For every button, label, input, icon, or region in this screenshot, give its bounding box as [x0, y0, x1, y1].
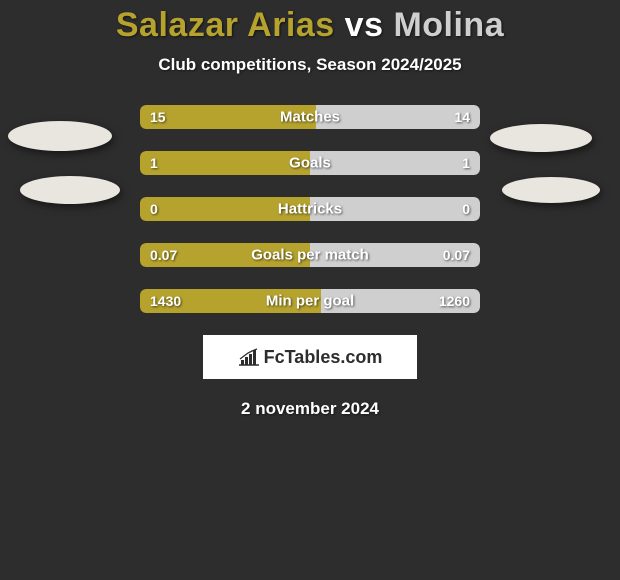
infographic-container: Salazar Arias vs Molina Club competition…: [0, 0, 620, 580]
vs-text: vs: [345, 6, 384, 44]
stat-label: Goals: [289, 155, 331, 172]
stat-row: 1 1 Goals: [140, 151, 480, 175]
stat-value-a: 0: [150, 201, 158, 217]
stat-value-b: 1: [462, 155, 470, 171]
player-a-name: Salazar Arias: [116, 6, 335, 44]
fctables-text: FcTables.com: [264, 347, 383, 368]
fctables-badge[interactable]: FcTables.com: [203, 335, 417, 379]
bar-left: [140, 151, 310, 175]
stat-row: 1430 1260 Min per goal: [140, 289, 480, 313]
stat-value-b: 14: [454, 109, 470, 125]
subtitle: Club competitions, Season 2024/2025: [0, 55, 620, 75]
fctables-label: FcTables.com: [238, 347, 383, 368]
bar-chart-icon: [238, 348, 260, 366]
team-logo-a: [20, 176, 120, 204]
stat-value-b: 1260: [439, 293, 470, 309]
player-b-name: Molina: [393, 6, 504, 44]
stat-value-a: 15: [150, 109, 166, 125]
stat-row: 0.07 0.07 Goals per match: [140, 243, 480, 267]
stat-row: 15 14 Matches: [140, 105, 480, 129]
team-logo-b: [490, 124, 592, 152]
stat-value-b: 0: [462, 201, 470, 217]
stat-label: Min per goal: [266, 293, 354, 310]
stat-value-b: 0.07: [443, 247, 470, 263]
stat-value-a: 0.07: [150, 247, 177, 263]
page-title: Salazar Arias vs Molina: [0, 0, 620, 45]
stat-row: 0 0 Hattricks: [140, 197, 480, 221]
date-text: 2 november 2024: [0, 399, 620, 419]
team-logo-b: [502, 177, 600, 203]
team-logo-a: [8, 121, 112, 151]
stat-value-a: 1: [150, 155, 158, 171]
stat-label: Goals per match: [251, 247, 369, 264]
stat-label: Hattricks: [278, 201, 342, 218]
bar-right: [310, 151, 480, 175]
stat-value-a: 1430: [150, 293, 181, 309]
stat-label: Matches: [280, 109, 340, 126]
